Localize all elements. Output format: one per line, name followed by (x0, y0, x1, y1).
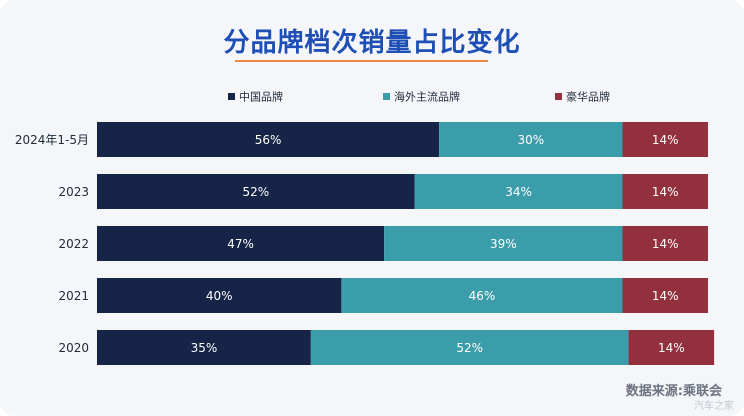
bar-segment (310, 330, 629, 365)
legend-label: 中国品牌 (239, 90, 283, 104)
bar-segment (628, 330, 715, 365)
category-label: 2020 (58, 341, 89, 355)
bar-value-label: 14% (652, 289, 679, 303)
bar-value-label: 52% (456, 341, 483, 355)
bar-value-label: 52% (243, 185, 270, 199)
bar-segment (414, 174, 623, 209)
legend-swatch (383, 93, 390, 100)
bar-value-label: 40% (206, 289, 233, 303)
bar-segment (622, 122, 708, 157)
bar-segment (97, 174, 415, 209)
category-label: 2024年1-5月 (15, 133, 89, 147)
category-label: 2021 (58, 289, 89, 303)
bar-value-label: 14% (652, 237, 679, 251)
bar-value-label: 30% (517, 133, 544, 147)
bar-value-label: 39% (490, 237, 517, 251)
legend-label: 豪华品牌 (566, 90, 610, 104)
bar-value-label: 14% (652, 185, 679, 199)
category-label: 2023 (58, 185, 89, 199)
bar-value-label: 47% (227, 237, 254, 251)
bar-segment (622, 174, 708, 209)
legend-swatch (555, 93, 562, 100)
category-label: 2022 (58, 237, 89, 251)
bar-segment (622, 226, 708, 261)
title-underline (235, 60, 488, 62)
bar-segment (341, 278, 623, 313)
chart-title: 分品牌档次销量占比变化 (223, 28, 521, 58)
data-source-note: 数据来源:乘联会 (625, 384, 722, 399)
bar-segment (97, 278, 342, 313)
watermark: 汽车之家 (694, 401, 734, 412)
bar-value-label: 35% (191, 341, 218, 355)
bar-value-label: 14% (658, 341, 685, 355)
bar-segment (97, 226, 385, 261)
bar-segment (97, 122, 440, 157)
legend-label: 海外主流品牌 (394, 90, 460, 104)
bar-value-label: 34% (505, 185, 532, 199)
bar-value-label: 14% (652, 133, 679, 147)
bar-segment (384, 226, 623, 261)
bar-segment (97, 330, 311, 365)
bar-value-label: 46% (469, 289, 496, 303)
bar-segment (622, 278, 708, 313)
bar-value-label: 56% (255, 133, 282, 147)
bar-segment (439, 122, 623, 157)
legend-swatch (228, 93, 235, 100)
